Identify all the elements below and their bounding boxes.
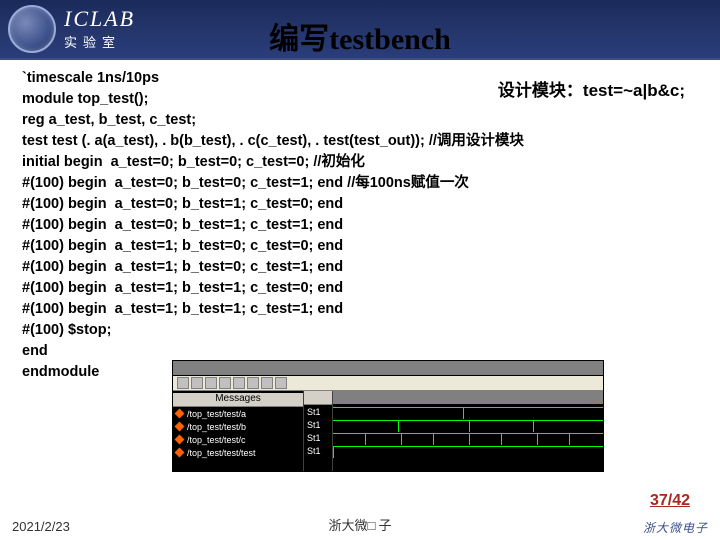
signal-row[interactable]: /top_test/test/c <box>173 433 303 446</box>
footer-right: 浙大微电子 <box>643 519 708 536</box>
title-en: testbench <box>329 23 451 56</box>
slide-title: 编写testbench <box>0 14 720 58</box>
waveform-plot <box>333 391 603 471</box>
messages-label: Messages <box>173 393 303 407</box>
signal-row[interactable]: /top_test/test/b <box>173 420 303 433</box>
header-bar: ICLAB 实验室 编写testbench <box>0 0 720 60</box>
value-row: St1 <box>304 405 332 418</box>
design-module-note: 设计模块：test=~a|b&c; <box>498 76 685 101</box>
value-row: St1 <box>304 418 332 431</box>
value-row: St1 <box>304 444 332 457</box>
value-panel: St1St1St1St1 <box>304 391 333 471</box>
time-ruler <box>333 391 603 404</box>
signal-row[interactable]: /top_test/test/a <box>173 407 303 420</box>
footer-center: 浙大微□ 子 <box>0 515 720 534</box>
title-cn: 编写 <box>269 23 329 56</box>
signal-panel: Messages /top_test/test/a/top_test/test/… <box>173 391 304 471</box>
verilog-code: `timescale 1ns/10ps module top_test(); r… <box>22 68 698 383</box>
value-header <box>304 391 332 405</box>
signal-row[interactable]: /top_test/test/test <box>173 446 303 459</box>
value-row: St1 <box>304 431 332 444</box>
page-number: 37/42 <box>650 492 690 510</box>
